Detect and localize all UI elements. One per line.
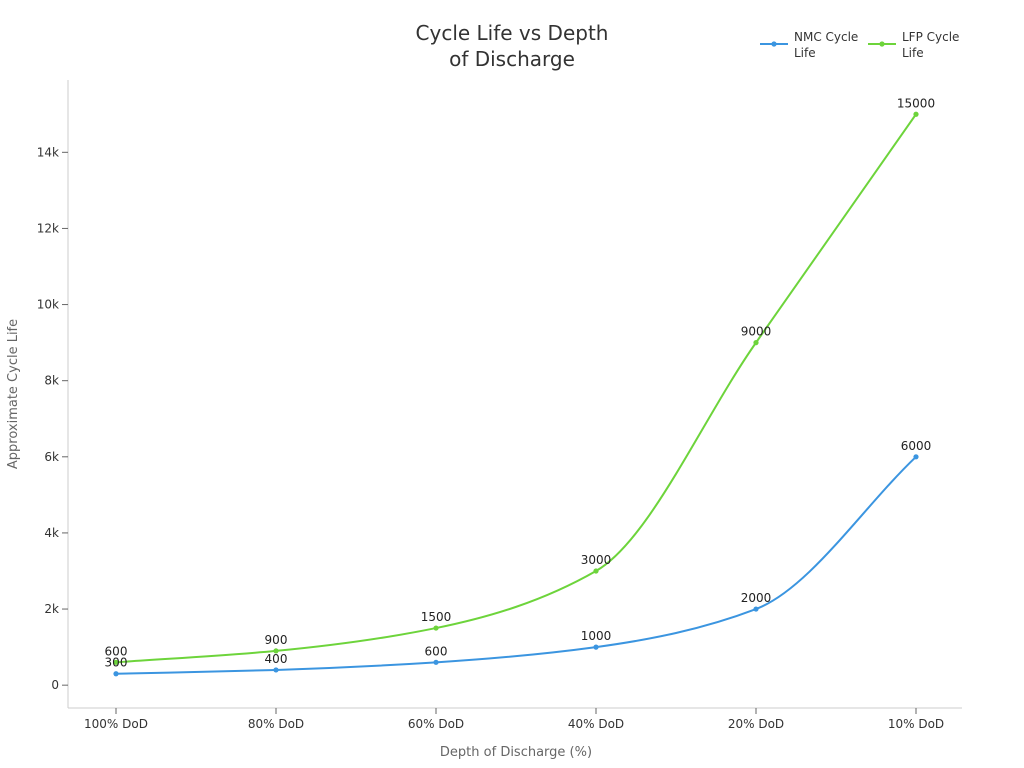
data-label-lfp: 1500 (421, 610, 452, 624)
legend-label-lfp: Life (902, 46, 924, 60)
data-label-nmc: 1000 (581, 629, 612, 643)
series-layer (113, 111, 919, 677)
data-point-lfp (433, 625, 439, 631)
series-lfp (113, 111, 919, 665)
axes (67, 80, 962, 709)
y-tick-label: 12k (37, 221, 59, 235)
y-tick-label: 8k (44, 374, 59, 388)
x-tick-label: 20% DoD (728, 717, 784, 731)
data-point-lfp (113, 659, 119, 665)
data-point-lfp (273, 648, 279, 654)
x-tick-label: 60% DoD (408, 717, 464, 731)
legend-marker-nmc (771, 41, 777, 47)
data-label-lfp: 900 (265, 633, 288, 647)
y-ticks: 0 2k 4k 6k 8k 10k 12k 14k (37, 145, 68, 692)
data-labels: 300 400 600 1000 2000 6000 600 900 1500 3000 9000 1… (105, 96, 936, 669)
data-label-nmc: 600 (425, 644, 448, 658)
series-line-nmc (115, 456, 917, 675)
y-tick-label: 2k (44, 602, 59, 616)
data-point-lfp (593, 568, 599, 574)
series-line-lfp (115, 113, 917, 664)
data-label-lfp: 9000 (741, 325, 772, 339)
data-point-nmc (593, 644, 599, 650)
y-tick-label: 10k (37, 298, 59, 312)
legend-marker-lfp (879, 41, 885, 47)
x-tick-label: 100% DoD (84, 717, 148, 731)
x-tick-label: 10% DoD (888, 717, 944, 731)
y-tick-label: 14k (37, 145, 59, 159)
data-label-nmc: 300 (105, 656, 128, 670)
data-point-nmc (433, 659, 439, 665)
x-tick-label: 40% DoD (568, 717, 624, 731)
legend-item-nmc: NMC Cycle Life (760, 30, 858, 60)
data-label-nmc: 6000 (901, 439, 932, 453)
data-label-nmc: 400 (265, 652, 288, 666)
data-point-nmc (273, 667, 279, 673)
x-ticks: 100% DoD 80% DoD 60% DoD 40% DoD 20% DoD 10% … (84, 708, 944, 731)
data-point-lfp (753, 340, 759, 346)
data-point-nmc (913, 454, 919, 460)
y-axis-title: Approximate Cycle Life (6, 319, 21, 469)
legend-label-nmc: NMC Cycle (794, 30, 858, 44)
chart-title: Cycle Life vs Depth of Discharge (416, 21, 609, 71)
legend-item-lfp: LFP Cycle Life (868, 30, 959, 60)
y-tick-label: 4k (44, 526, 59, 540)
data-label-nmc: 2000 (741, 591, 772, 605)
data-point-lfp (913, 111, 919, 117)
legend: NMC Cycle Life LFP Cycle Life (760, 30, 959, 60)
series-nmc (113, 454, 919, 677)
x-tick-label: 80% DoD (248, 717, 304, 731)
y-tick-label: 0 (51, 678, 59, 692)
y-tick-label: 6k (44, 450, 59, 464)
legend-label-lfp: LFP Cycle (902, 30, 959, 44)
data-point-nmc (113, 671, 119, 677)
chart-title-line-1: Cycle Life vs Depth (416, 21, 609, 45)
x-axis-title: Depth of Discharge (%) (440, 745, 592, 760)
data-point-nmc (753, 606, 759, 612)
data-label-lfp: 3000 (581, 553, 612, 567)
chart-title-line-2: of Discharge (449, 47, 575, 71)
data-label-lfp: 600 (105, 644, 128, 658)
data-label-lfp: 15000 (897, 96, 935, 110)
legend-label-nmc: Life (794, 46, 816, 60)
